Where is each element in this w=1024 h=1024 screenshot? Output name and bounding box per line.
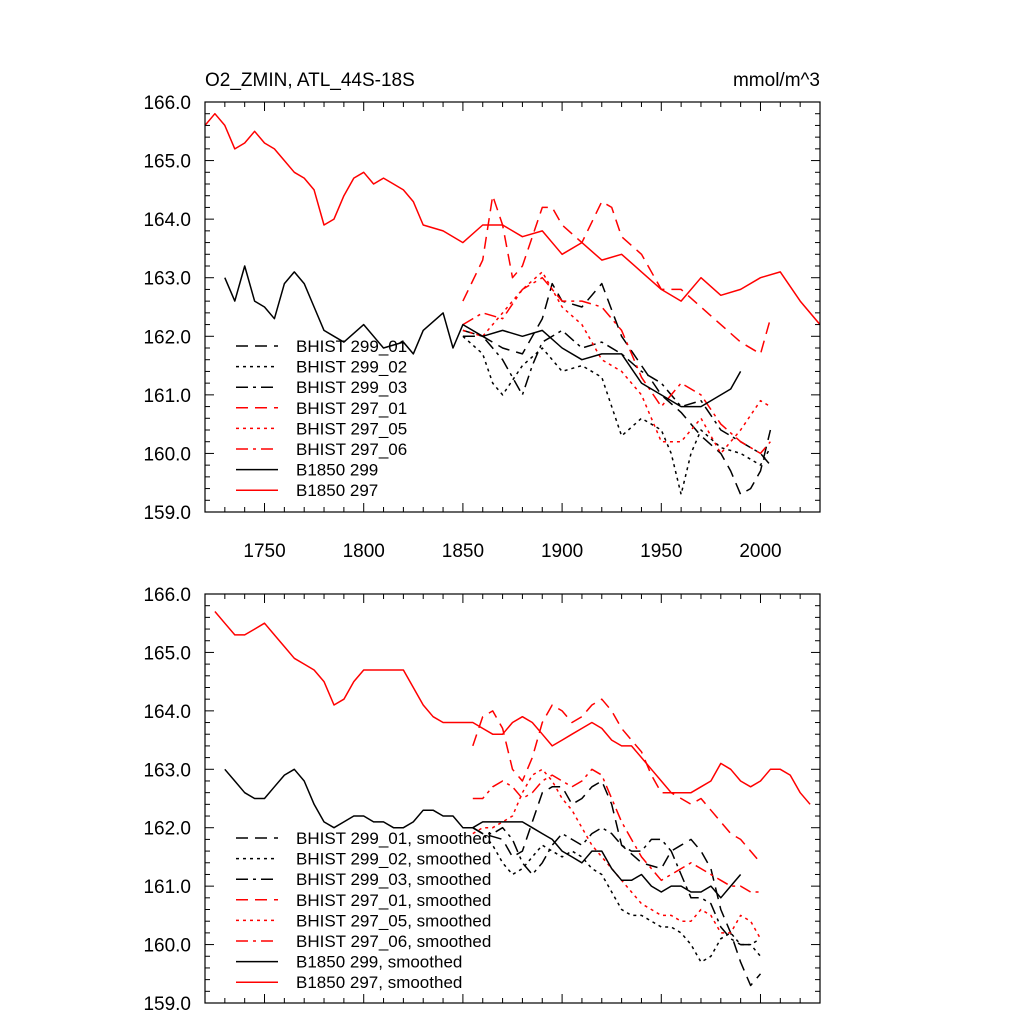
y-tick-label: 164.0	[143, 210, 191, 231]
x-tick-label: 1800	[343, 541, 385, 562]
legend-label: BHIST 299_03	[296, 378, 407, 397]
x-tick-label: 1850	[442, 541, 484, 562]
series-group	[205, 112, 820, 496]
y-tick-label: 165.0	[143, 643, 191, 664]
legend-label: B1850 299, smoothed	[296, 953, 462, 972]
legend-label: BHIST 297_05	[296, 419, 407, 438]
legend-label: BHIST 297_06, smoothed	[296, 932, 491, 951]
series-line-0-2	[462, 329, 771, 466]
y-tick-label: 160.0	[143, 444, 191, 465]
series-line-0-1	[462, 335, 772, 496]
chart-title: O2_ZMIN, ATL_44S-18S	[205, 70, 415, 91]
y-tick-label: 159.0	[143, 994, 191, 1015]
legend-label: BHIST 297_05, smoothed	[296, 911, 491, 930]
y-tick-label: 162.0	[143, 819, 191, 840]
series-group	[214, 611, 811, 987]
series-line-0-6	[224, 265, 742, 408]
y-tick-label: 161.0	[143, 877, 191, 898]
legend-label: B1850 297, smoothed	[296, 973, 462, 992]
y-tick-label: 165.0	[143, 152, 191, 173]
series-line-0-3	[462, 194, 772, 355]
x-tick-label: 1900	[541, 541, 583, 562]
legend-label: BHIST 299_02, smoothed	[296, 850, 491, 869]
legend-label: BHIST 299_03, smoothed	[296, 870, 491, 889]
units-label: mmol/m^3	[733, 70, 820, 91]
legend-label: BHIST 299_01	[296, 337, 407, 356]
series-line-1-6	[224, 768, 742, 899]
series-line-0-4	[462, 271, 771, 455]
y-tick-label: 160.0	[143, 936, 191, 957]
series-line-1-5	[472, 768, 761, 893]
y-tick-label: 166.0	[143, 585, 191, 606]
y-tick-label: 161.0	[143, 386, 191, 407]
top-panel: 159.0 160.0 161.0 162.0 163.0 164.0 165.0 166.0…	[143, 93, 821, 562]
legend-label: BHIST 297_06	[296, 440, 407, 459]
x-tick-label: 1950	[640, 541, 682, 562]
series-line-1-3	[472, 698, 762, 864]
series-line-1-0	[472, 780, 762, 987]
legend-label: B1850 297	[296, 481, 378, 500]
series-line-0-0	[462, 282, 772, 496]
series-line-1-7	[214, 611, 811, 805]
series-line-1-1	[472, 827, 762, 963]
legend-label: BHIST 297_01, smoothed	[296, 891, 491, 910]
x-tick-label: 2000	[739, 541, 781, 562]
plot-frame	[204, 101, 821, 513]
x-tick-label: 1750	[243, 541, 285, 562]
legend-label: BHIST 297_01	[296, 399, 407, 418]
series-line-0-5	[462, 276, 771, 455]
y-tick-label: 162.0	[143, 327, 191, 348]
bottom-panel: 159.0 160.0 161.0 162.0 163.0 164.0 165.0 166.0…	[143, 585, 821, 1015]
legend-label: BHIST 299_01, smoothed	[296, 829, 491, 848]
legend-label: BHIST 299_02	[296, 358, 407, 377]
series-line-1-4	[472, 768, 762, 940]
y-tick-label: 163.0	[143, 269, 191, 290]
y-tick-label: 166.0	[143, 93, 191, 114]
series-line-0-7	[205, 112, 820, 326]
series-line-1-2	[472, 826, 761, 946]
legend-label: B1850 299	[296, 461, 378, 480]
y-tick-label: 164.0	[143, 702, 191, 723]
plot-frame	[204, 593, 821, 1004]
y-tick-label: 159.0	[143, 503, 191, 524]
y-tick-label: 163.0	[143, 760, 191, 781]
